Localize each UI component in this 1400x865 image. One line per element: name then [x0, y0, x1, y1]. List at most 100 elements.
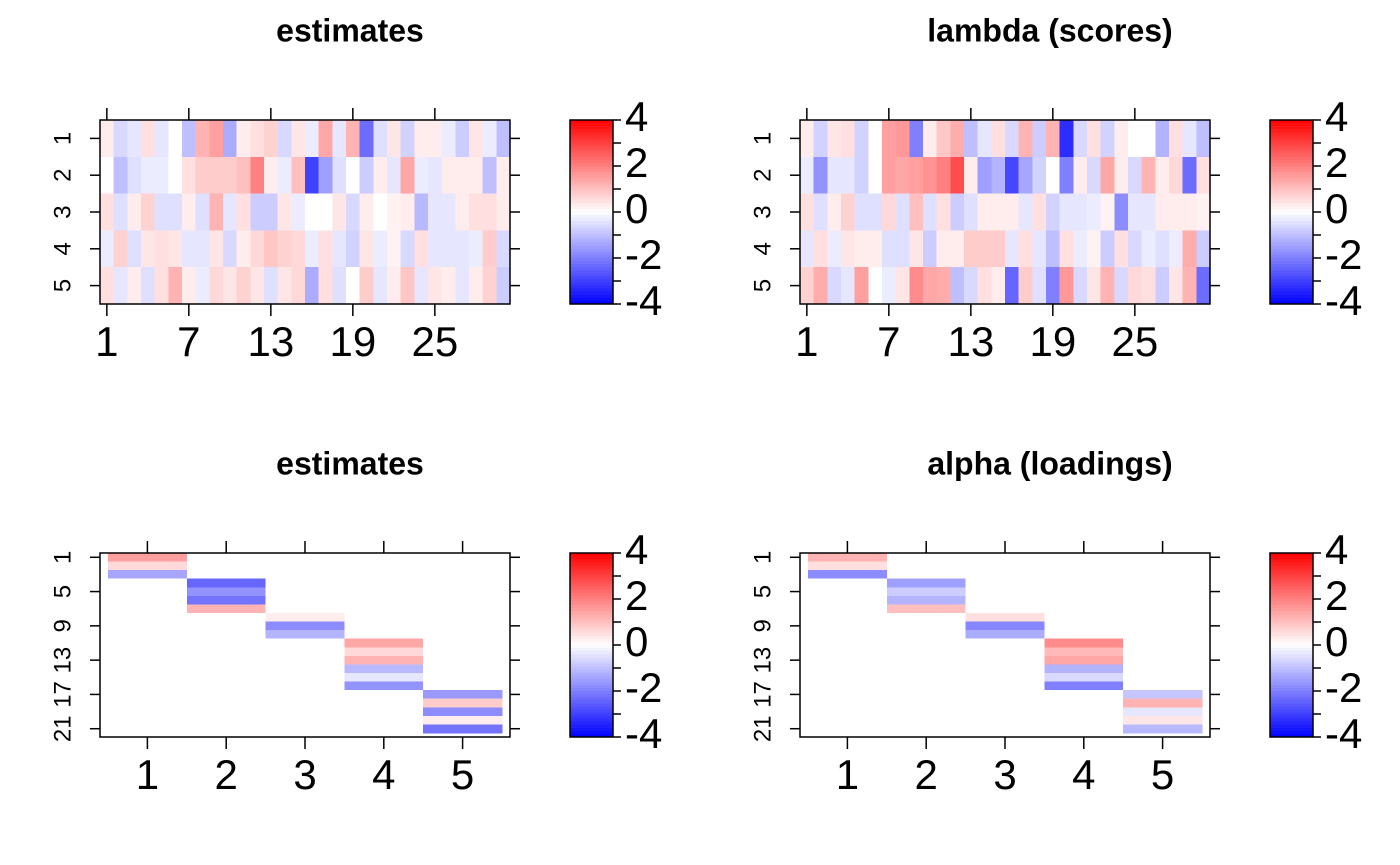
heatmap-cell — [1169, 230, 1184, 268]
heatmap-cell — [1087, 156, 1102, 195]
heatmap-cell — [108, 630, 188, 640]
color-key-step — [1270, 730, 1313, 735]
heatmap-cell — [318, 193, 333, 231]
color-key-step — [570, 248, 613, 253]
heatmap-cell — [186, 647, 267, 657]
heatmap-cell — [886, 630, 967, 640]
heatmap-cell — [141, 193, 156, 231]
color-key-step — [570, 126, 613, 130]
x-tick-label: 5 — [1151, 751, 1174, 798]
color-key-step — [570, 583, 613, 588]
heatmap-cell — [332, 230, 347, 268]
color-key-step — [570, 156, 613, 161]
color-key-step — [1270, 571, 1313, 576]
color-key-step — [1270, 669, 1313, 674]
heatmap-cell — [886, 655, 967, 666]
color-key-step — [1270, 565, 1313, 569]
heatmap-cell — [186, 655, 267, 666]
heatmap-cell — [1073, 156, 1088, 195]
color-key-step — [1270, 178, 1313, 182]
color-key-step — [1270, 733, 1313, 738]
heatmap-cell — [332, 193, 347, 231]
heatmap-cell — [1123, 561, 1203, 571]
heatmap-cell — [1059, 156, 1074, 195]
heatmap-cell — [886, 690, 967, 700]
x-tick-label: 19 — [329, 318, 376, 365]
heatmap-cell — [965, 595, 1045, 606]
color-key-step — [1270, 156, 1313, 161]
heatmap-cell — [1123, 681, 1203, 691]
heatmap-cell — [977, 230, 992, 268]
heatmap-cell — [1044, 621, 1124, 631]
color-key-step — [570, 144, 613, 149]
heatmap-cell — [182, 267, 197, 305]
color-key-step — [570, 559, 613, 563]
heatmap-cell — [1032, 120, 1047, 158]
heatmap-cell — [800, 230, 815, 268]
heatmap-cell — [1046, 193, 1061, 231]
heatmap-cell — [291, 267, 306, 305]
color-key-step — [570, 270, 613, 274]
color-key-step — [1270, 718, 1313, 723]
color-key-step — [1270, 123, 1313, 127]
color-key-step — [1270, 126, 1313, 130]
color-key-label: -2 — [625, 664, 662, 711]
color-key-step — [1270, 135, 1313, 139]
heatmap-cell — [455, 120, 470, 158]
color-key-step — [1270, 681, 1313, 686]
color-key-step — [1270, 175, 1313, 179]
heatmap-cell — [186, 673, 267, 683]
heatmap-cell — [1123, 613, 1203, 623]
heatmap-cell — [808, 638, 888, 648]
heatmap-cell — [1141, 120, 1156, 158]
heatmap-cell — [808, 587, 888, 597]
heatmap-cell — [964, 120, 979, 158]
heatmap-cell — [209, 230, 224, 268]
x-tick-label: 5 — [451, 751, 474, 798]
color-key-step — [570, 730, 613, 735]
heatmap-cell — [414, 267, 429, 305]
heatmap-cell — [868, 156, 883, 195]
y-tick-label: 9 — [49, 619, 76, 632]
heatmap-cell — [827, 193, 842, 231]
heatmap-cell — [827, 267, 842, 305]
heatmap-cell — [469, 156, 484, 195]
heatmap-cell — [1196, 267, 1211, 305]
color-key-step — [570, 733, 613, 738]
heatmap-cell — [400, 230, 415, 268]
heatmap-cell — [965, 724, 1045, 734]
color-key-step — [570, 568, 613, 572]
color-key-step — [1270, 144, 1313, 149]
color-key-step — [570, 221, 613, 225]
color-key-step — [570, 666, 613, 671]
heatmap-cell — [332, 120, 347, 158]
heatmap-cell — [808, 561, 888, 571]
color-key-step — [1270, 261, 1313, 265]
color-key-step — [570, 586, 613, 591]
heatmap-cell — [127, 156, 142, 195]
color-key-step — [1270, 684, 1313, 689]
heatmap-cell — [1169, 193, 1184, 231]
heatmap-cell — [886, 553, 967, 563]
heatmap-cell — [236, 193, 251, 231]
heatmap-cell — [1123, 638, 1203, 648]
heatmap-cell — [387, 120, 402, 158]
color-key-step — [570, 623, 613, 628]
color-key-step — [1270, 300, 1313, 305]
heatmap-cell — [1114, 193, 1129, 231]
heatmap-cell — [423, 613, 503, 623]
x-tick-label: 3 — [993, 751, 1016, 798]
color-key-step — [570, 285, 613, 290]
color-key-step — [1270, 199, 1313, 204]
x-axis: 1 2 3 4 5 — [136, 541, 474, 798]
color-key-step — [570, 681, 613, 686]
heatmap-cell — [886, 570, 967, 580]
color-key-step — [1270, 721, 1313, 726]
color-key-step — [1270, 632, 1313, 637]
heatmap-cell — [965, 715, 1045, 726]
color-key-step — [570, 264, 613, 268]
color-key-step — [570, 694, 613, 698]
heatmap-cell — [909, 193, 924, 231]
heatmap-cell — [1169, 120, 1184, 158]
